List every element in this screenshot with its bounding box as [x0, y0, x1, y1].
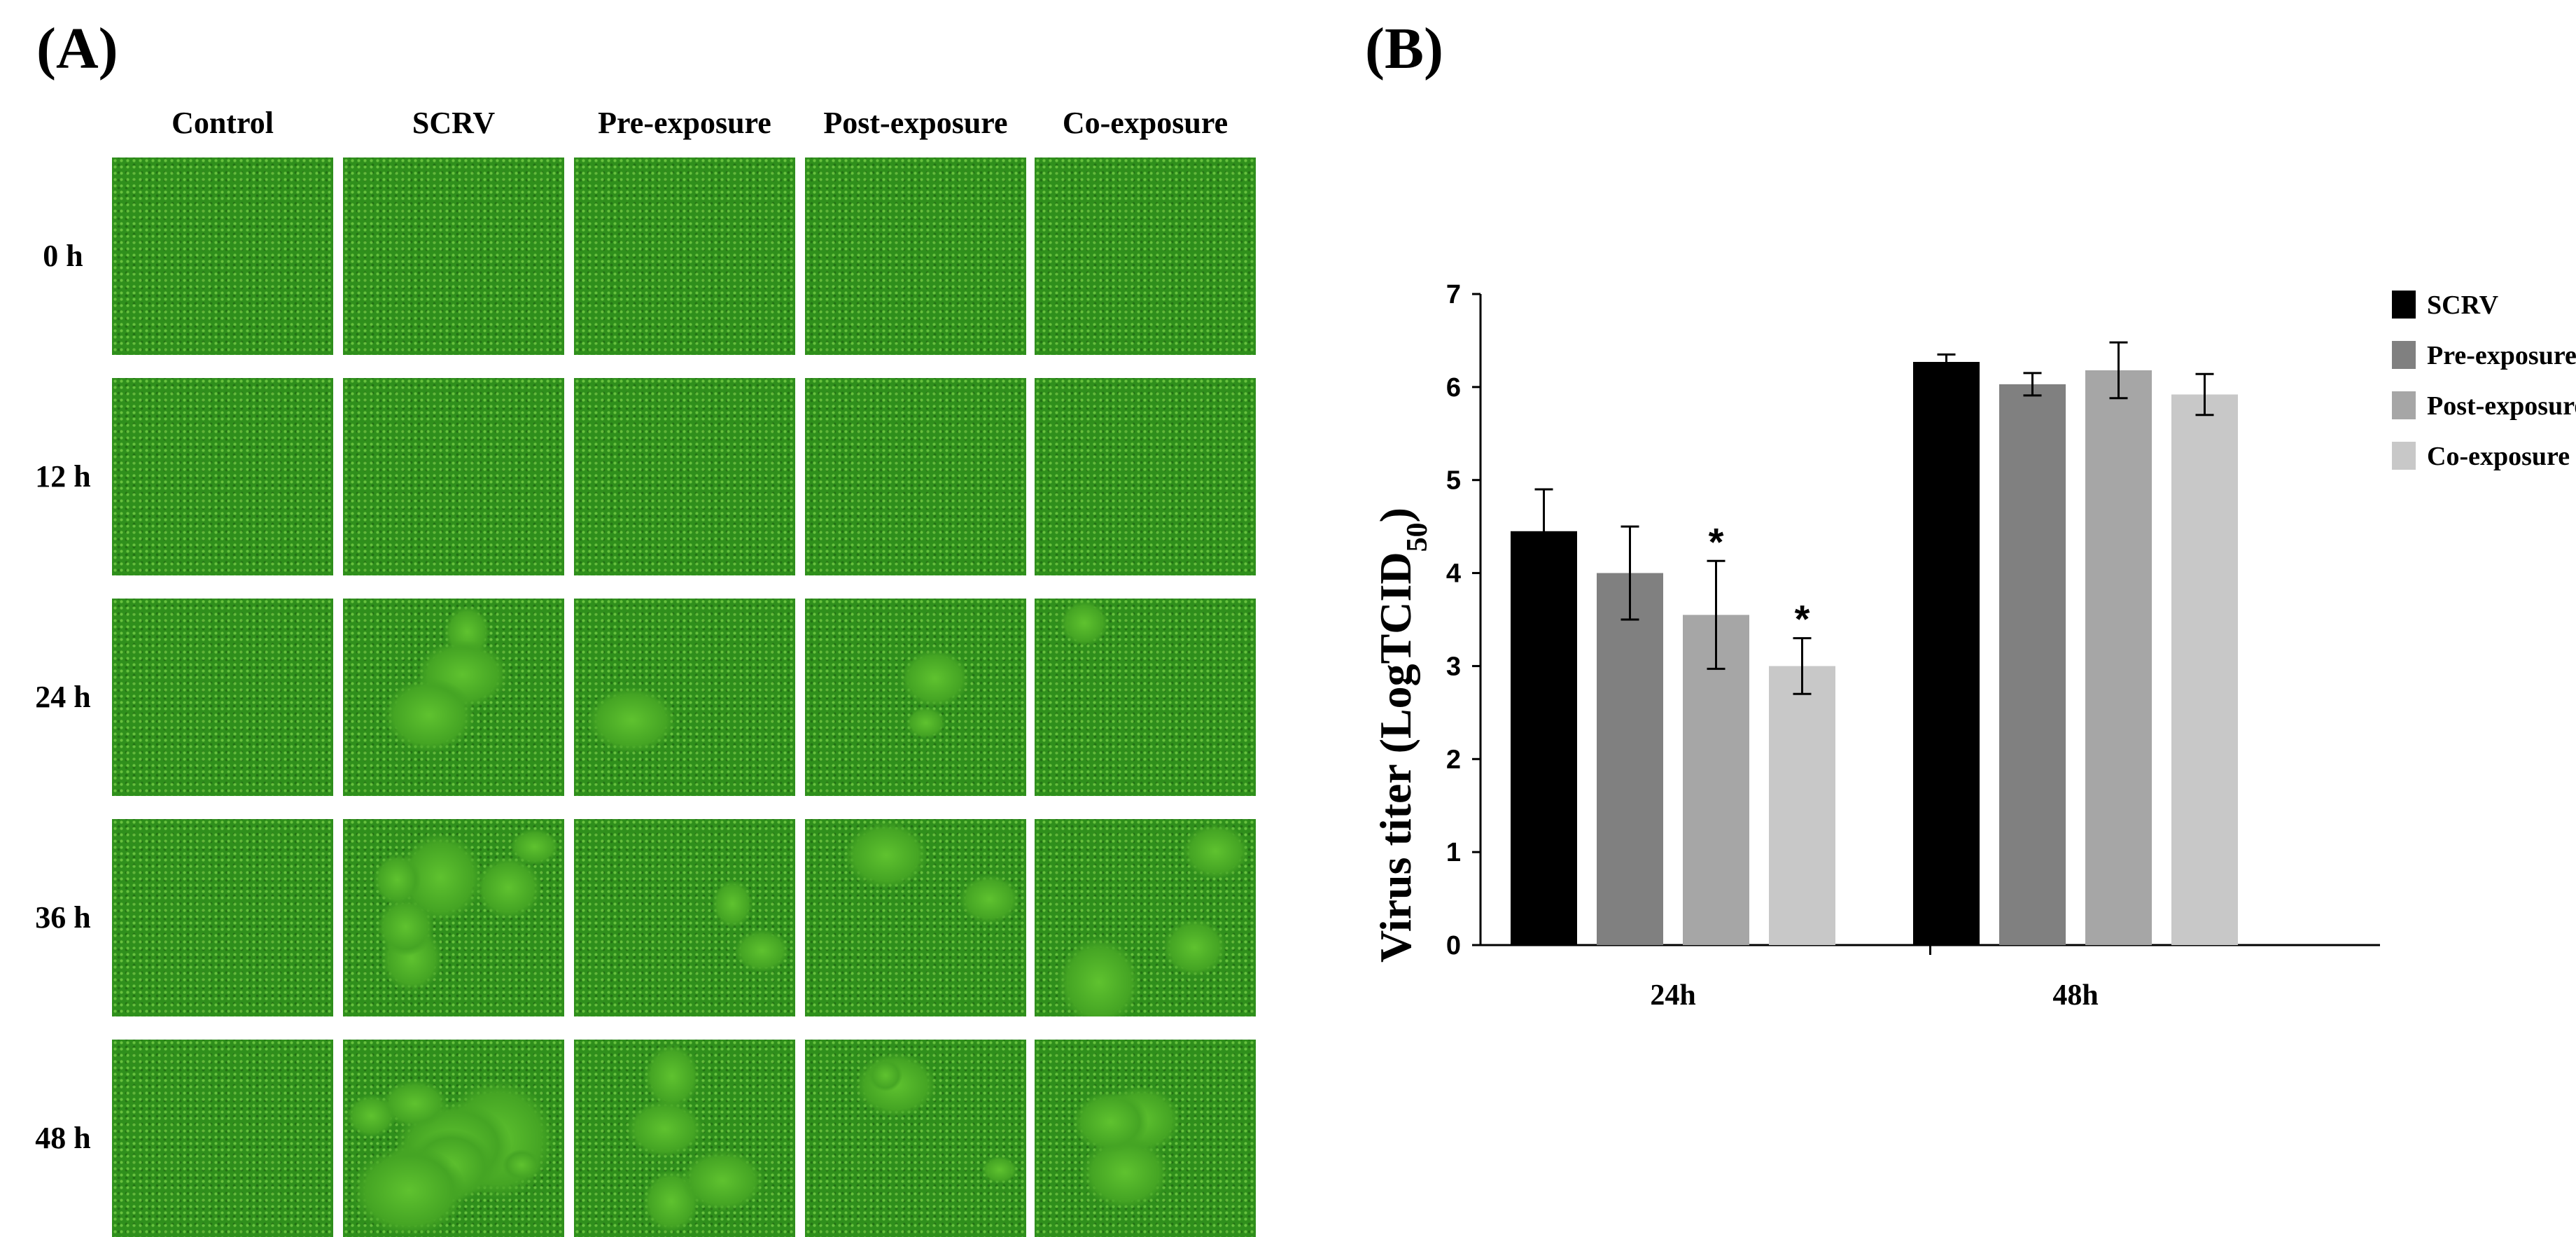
- row-label: 24 h: [35, 680, 91, 714]
- micrograph-image: [574, 599, 795, 796]
- y-tick-label: 2: [1446, 745, 1461, 774]
- bar: [1597, 573, 1663, 945]
- cpe-patch: [712, 880, 752, 928]
- micrograph-image: [343, 599, 564, 796]
- micrograph-image: [112, 158, 333, 355]
- micrograph-image: [1035, 1040, 1256, 1237]
- cpe-patch: [502, 1149, 541, 1181]
- column-header: Post-exposure: [823, 106, 1008, 140]
- row-label: 0 h: [43, 239, 83, 273]
- row-label: 36 h: [35, 900, 91, 935]
- micrograph-image: [343, 158, 564, 355]
- cpe-patch: [587, 687, 676, 753]
- micrograph-image: [574, 1040, 795, 1237]
- micrograph-image: [1035, 158, 1256, 355]
- cpe-patch: [982, 1156, 1017, 1183]
- micrograph-image: [805, 378, 1026, 575]
- y-axis-label-subscript: 50: [1401, 522, 1434, 552]
- legend-swatch: [2392, 442, 2416, 470]
- cpe-patch: [384, 678, 475, 753]
- bar: [1769, 666, 1835, 945]
- cpe-patch: [959, 875, 1019, 923]
- panel-a-label: (A): [36, 16, 118, 81]
- y-axis-label: Virus titer (LogTCID50): [1371, 508, 1434, 963]
- cpe-patch: [347, 1095, 396, 1138]
- column-header: Pre-exposure: [598, 106, 771, 140]
- significance-marker: *: [1709, 519, 1724, 564]
- y-axis-label-main: Virus titer (LogTCID: [1371, 552, 1420, 963]
- y-tick-label: 7: [1446, 280, 1461, 309]
- cpe-patch: [373, 854, 421, 906]
- cpe-patch: [869, 1059, 903, 1092]
- micrograph-image: [574, 158, 795, 355]
- x-category-label: 48h: [2052, 979, 2098, 1012]
- legend-label: Co-exposure: [2427, 442, 2570, 471]
- bar: [1999, 384, 2066, 945]
- micrograph-image: [805, 1040, 1026, 1237]
- y-axis-label-suffix: ): [1371, 508, 1420, 522]
- micrograph-image: [343, 1040, 564, 1237]
- micrograph-image: [805, 158, 1026, 355]
- micrograph-image: [574, 378, 795, 575]
- micrograph-image: [574, 819, 795, 1016]
- cpe-patch: [1163, 919, 1226, 976]
- legend-label: Post-exposure: [2427, 391, 2576, 421]
- micrograph-image: [112, 599, 333, 796]
- panel-b-label: (B): [1365, 16, 1443, 81]
- micrograph-image: [1035, 599, 1256, 796]
- cpe-patch: [681, 1150, 763, 1211]
- cpe-patch: [1072, 1091, 1148, 1152]
- row-label: 12 h: [35, 459, 91, 494]
- bar: [2171, 394, 2238, 945]
- bar: [2085, 370, 2152, 945]
- y-tick-label: 0: [1446, 931, 1461, 960]
- legend-swatch: [2392, 291, 2416, 319]
- micrograph-image: [343, 378, 564, 575]
- micrograph-image: [112, 1040, 333, 1237]
- micrograph-image: [805, 599, 1026, 796]
- bar: [1683, 615, 1749, 945]
- legend-label: Pre-exposure: [2427, 341, 2576, 370]
- cpe-patch: [845, 822, 928, 889]
- column-header: SCRV: [412, 106, 496, 140]
- cpe-patch: [645, 1044, 700, 1108]
- cpe-patch: [1060, 601, 1109, 646]
- micrograph-image: [112, 819, 333, 1016]
- micrograph-image: [343, 819, 564, 1016]
- micrograph-image: [805, 819, 1026, 1016]
- micrograph-image: [1035, 819, 1256, 1016]
- cpe-patch: [1058, 938, 1140, 1016]
- cpe-patch: [734, 930, 789, 972]
- legend-swatch: [2392, 391, 2416, 419]
- y-tick-label: 5: [1446, 466, 1461, 496]
- virus-titer-chart: 0 1 2 3 4 5 6 7 24h 48h * * SCRV Pre-exposure Post-e…: [1371, 280, 2576, 1012]
- y-tick-label: 4: [1446, 559, 1461, 589]
- micrograph-image: [112, 378, 333, 575]
- y-tick-label: 1: [1446, 838, 1461, 867]
- cpe-patch: [901, 650, 969, 707]
- significance-marker: *: [1795, 597, 1810, 641]
- column-header: Control: [172, 106, 274, 140]
- cpe-patch: [353, 1146, 466, 1236]
- cpe-patch: [626, 1100, 702, 1157]
- bar: [1913, 361, 1980, 945]
- cpe-patch: [377, 897, 435, 956]
- y-tick-label: 3: [1446, 652, 1461, 681]
- column-header: Co-exposure: [1062, 106, 1228, 140]
- legend-swatch: [2392, 341, 2416, 369]
- cpe-patch: [906, 706, 945, 739]
- row-label: 48 h: [35, 1121, 91, 1155]
- x-category-label: 24h: [1650, 979, 1695, 1012]
- y-tick-label: 6: [1446, 373, 1461, 403]
- cpe-patch: [476, 857, 542, 918]
- micrograph-image: [1035, 378, 1256, 575]
- cpe-patch: [1183, 823, 1248, 879]
- legend-label: SCRV: [2427, 291, 2499, 320]
- bar: [1511, 531, 1577, 945]
